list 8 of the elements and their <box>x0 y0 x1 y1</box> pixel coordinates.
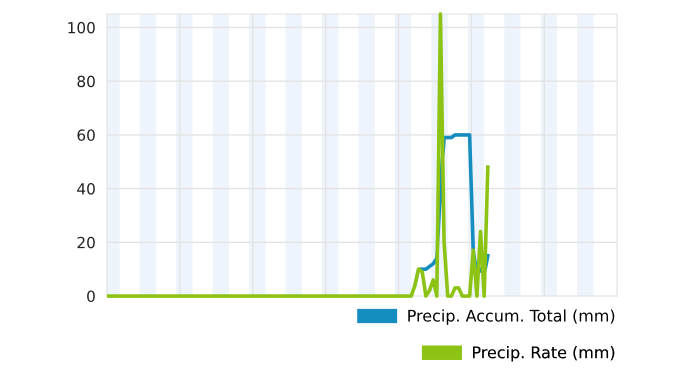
y-tick-label: 80 <box>77 76 95 88</box>
y-tick-label: 60 <box>77 129 95 141</box>
y-tick-label: 40 <box>77 183 95 195</box>
legend-label: Precip. Accum. Total (mm) <box>408 309 614 325</box>
y-tick-label: 100 <box>68 22 95 34</box>
y-tick-label: 0 <box>87 290 95 302</box>
y-tick-label: 20 <box>78 236 95 248</box>
legend-label: Precip. Rate (mm) <box>473 346 614 362</box>
